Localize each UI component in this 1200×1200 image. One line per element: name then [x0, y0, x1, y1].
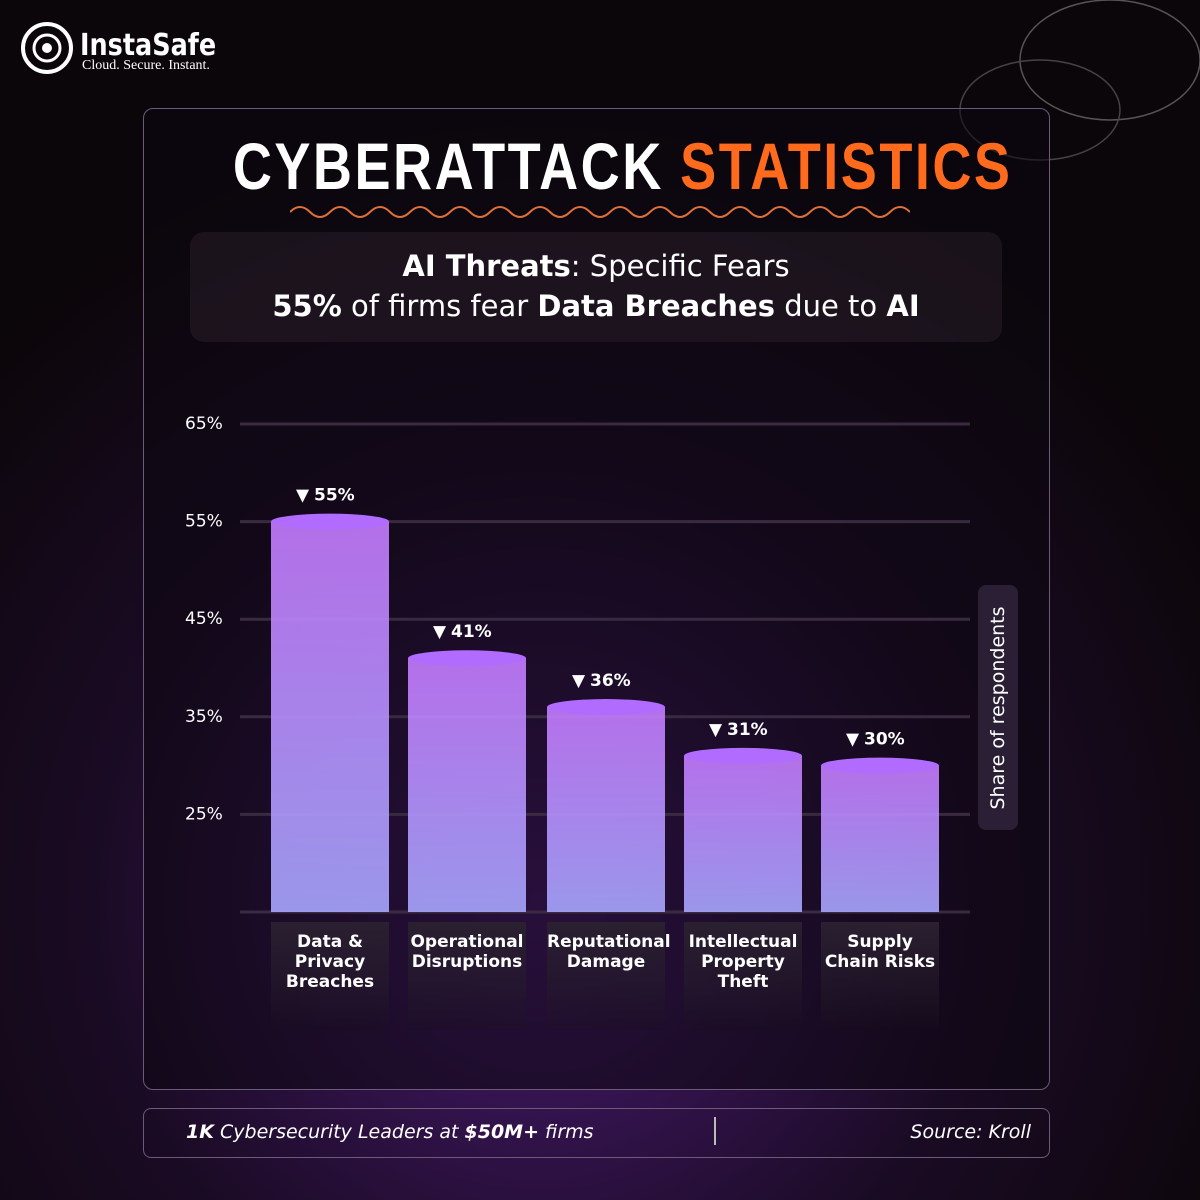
footer-segment: firms [539, 1121, 594, 1143]
x-tick-label: Operational Disruptions [408, 922, 526, 1030]
brand-tagline: Cloud. Secure. Instant. [82, 58, 210, 73]
subtitle-box: AI Threats: Specific Fears 55% of firms f… [190, 232, 1002, 342]
subtitle-segment: due to [774, 289, 887, 323]
y-tick-label: 25% [185, 804, 223, 824]
footer-segment: 1K [186, 1121, 214, 1143]
bar [684, 755, 802, 912]
y-axis-label: Share of respondents [987, 605, 1009, 810]
subtitle-line: 55% of firms fear Data Breaches due to A… [190, 286, 1002, 326]
bar [408, 658, 526, 912]
y-tick-label: 55% [185, 512, 223, 532]
bar-cap [684, 747, 802, 764]
footer: 1K Cybersecurity Leaders at $50M+ firms … [143, 1108, 1050, 1158]
subtitle-segment: Data Breaches [537, 289, 775, 323]
value-label: 36% [590, 671, 631, 691]
subtitle-segment: AI Threats [402, 249, 571, 283]
title-part: STATISTICS [680, 129, 1013, 203]
x-tick-label: Supply Chain Risks [821, 922, 939, 1030]
value-triangle: ▼ [433, 622, 447, 642]
x-tick-label: Reputational Damage [547, 922, 671, 1030]
value-triangle: ▼ [846, 730, 860, 750]
value-triangle: ▼ [709, 720, 723, 740]
subtitle-segment: of firms fear [341, 289, 538, 323]
subtitle-segment: : Specific Fears [570, 249, 790, 283]
bar-cap [408, 650, 526, 667]
title: CYBERATTACK STATISTICS [225, 128, 1010, 204]
bar-cap [271, 513, 389, 530]
value-label: 41% [451, 622, 492, 642]
footer-segment: Cybersecurity Leaders at [213, 1121, 465, 1143]
y-axis-label-box: Share of respondents [978, 585, 1018, 830]
bar [547, 707, 665, 912]
x-tick-label: Data & Privacy Breaches [271, 922, 389, 1030]
wave [290, 206, 910, 218]
bar-cap [547, 699, 665, 716]
footer-note: 1K Cybersecurity Leaders at $50M+ firms [186, 1121, 594, 1143]
source: Source: Kroll [910, 1121, 1031, 1143]
y-tick-label: 35% [185, 707, 223, 727]
divider [714, 1117, 716, 1145]
footer-segment: $50M+ [464, 1121, 540, 1143]
subtitle-segment: 55% [272, 289, 342, 323]
value-label: 31% [727, 720, 768, 740]
value-label: 55% [314, 486, 355, 506]
bar [271, 521, 389, 912]
bar [821, 765, 939, 912]
y-tick-label: 65% [185, 414, 223, 434]
value-triangle: ▼ [572, 671, 586, 691]
brand-name: InstaSafe [80, 28, 217, 63]
value-label: 30% [864, 730, 905, 750]
title-part: CYBERATTACK [232, 129, 664, 203]
bar-cap [821, 757, 939, 774]
subtitle-segment: AI [886, 289, 920, 323]
subtitle-line: AI Threats: Specific Fears [190, 246, 1002, 286]
value-triangle: ▼ [296, 486, 310, 506]
x-tick-label: Intellectual Property Theft [684, 922, 802, 1030]
y-tick-label: 45% [185, 609, 223, 629]
